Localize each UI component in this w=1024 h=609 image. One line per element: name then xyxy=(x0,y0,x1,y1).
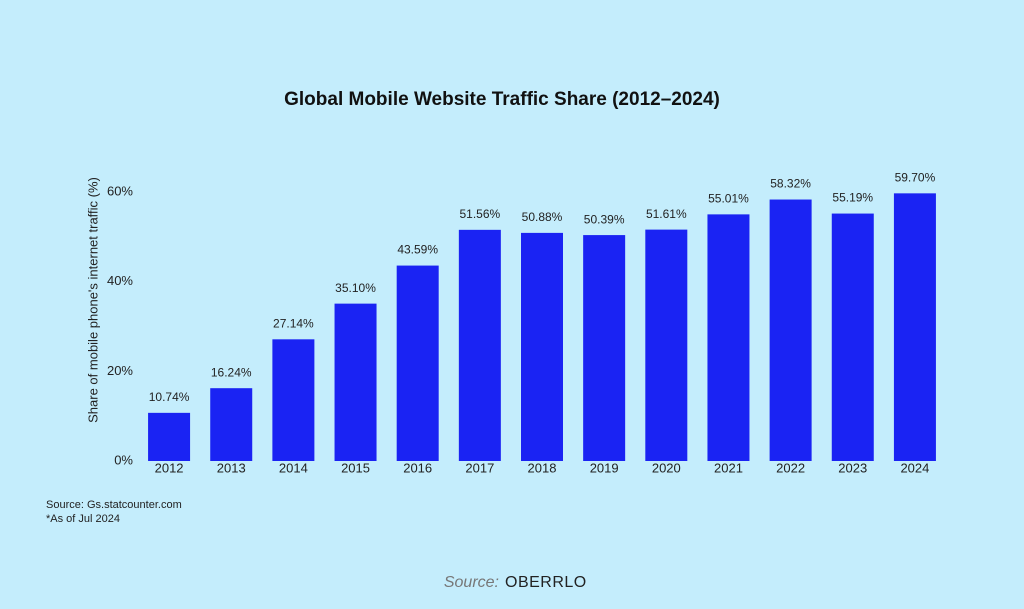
bar xyxy=(210,388,253,461)
bar xyxy=(272,339,315,461)
x-tick-label: 2017 xyxy=(465,460,494,475)
value-label: 27.14% xyxy=(273,316,314,330)
y-tick-label: 20% xyxy=(107,363,133,378)
bar xyxy=(148,412,191,461)
y-axis-label: Share of mobile phone's internet traffic… xyxy=(85,177,100,423)
value-label: 51.61% xyxy=(646,207,687,221)
source-note: Source: Gs.statcounter.com xyxy=(46,499,182,511)
value-label: 55.01% xyxy=(708,192,749,206)
y-tick-label: 60% xyxy=(107,183,133,198)
x-tick-label: 2024 xyxy=(900,460,929,475)
bar xyxy=(583,235,626,461)
credit: OBERRLO xyxy=(505,574,587,591)
bar xyxy=(521,232,563,461)
y-tick-label: 0% xyxy=(114,452,133,467)
value-label: 55.19% xyxy=(832,191,873,205)
x-tick-label: 2012 xyxy=(155,460,184,475)
value-label: 16.24% xyxy=(211,365,252,379)
bar xyxy=(893,193,936,461)
x-tick-label: 2019 xyxy=(590,460,619,475)
bar xyxy=(707,214,750,461)
x-tick-label: 2013 xyxy=(217,460,246,475)
date-note: *As of Jul 2024 xyxy=(46,513,120,525)
value-label: 50.88% xyxy=(522,210,563,224)
value-label: 51.56% xyxy=(459,207,500,221)
value-label: 50.39% xyxy=(584,212,625,226)
credit-label: Source: xyxy=(444,574,499,591)
bar xyxy=(831,213,874,461)
bar xyxy=(396,265,439,461)
x-tick-label: 2023 xyxy=(838,460,867,475)
x-tick-label: 2020 xyxy=(652,460,681,475)
value-label: 35.10% xyxy=(335,281,376,295)
bar xyxy=(334,303,377,461)
x-tick-label: 2015 xyxy=(341,460,370,475)
bar xyxy=(458,229,501,461)
x-tick-label: 2022 xyxy=(776,460,805,475)
bar xyxy=(769,199,812,462)
x-tick-label: 2018 xyxy=(528,460,557,475)
value-label: 43.59% xyxy=(397,243,438,257)
x-tick-label: 2021 xyxy=(714,460,743,475)
y-tick-label: 40% xyxy=(107,273,133,288)
x-tick-label: 2016 xyxy=(403,460,432,475)
value-label: 59.70% xyxy=(895,171,936,185)
bar xyxy=(645,229,688,461)
x-tick-label: 2014 xyxy=(279,460,308,475)
value-label: 58.32% xyxy=(770,177,811,191)
value-label: 10.74% xyxy=(149,390,190,404)
chart-title: Global Mobile Website Traffic Share (201… xyxy=(284,89,720,110)
